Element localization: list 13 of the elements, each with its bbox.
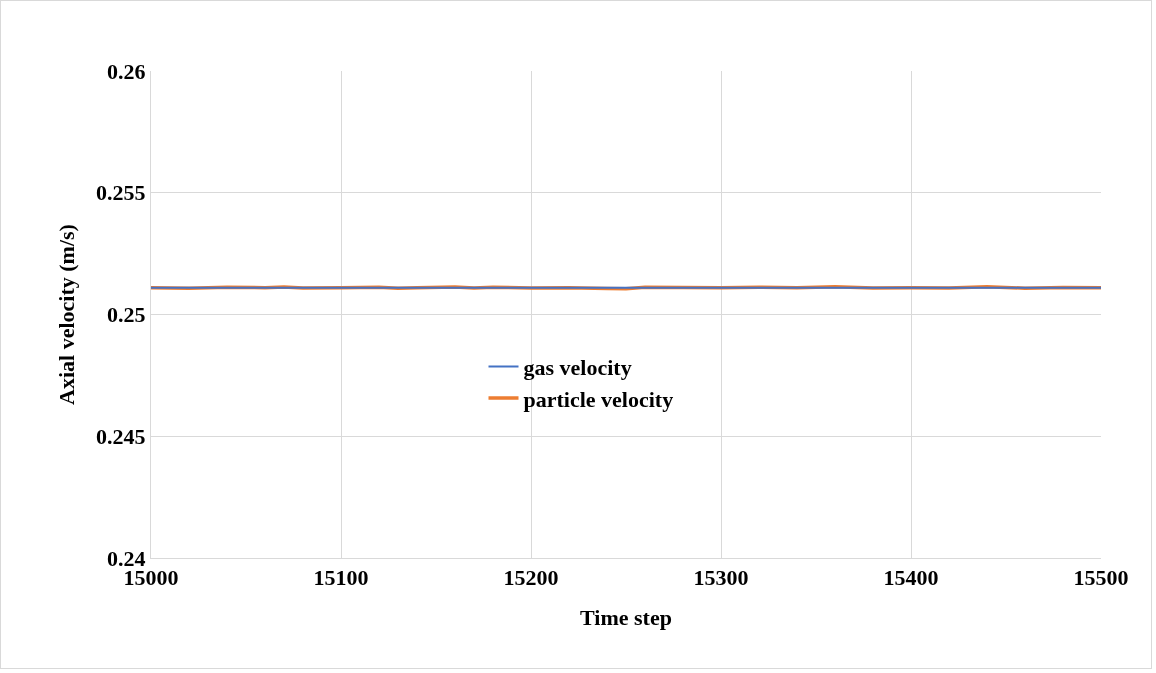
legend-label: gas velocity bbox=[523, 355, 632, 381]
x-tick-label: 15200 bbox=[503, 565, 559, 591]
y-tick-label: 0.26 bbox=[107, 58, 146, 84]
y-tick-label: 0.25 bbox=[107, 302, 146, 328]
x-axis-title: Time step bbox=[580, 605, 672, 631]
y-tick-label: 0.255 bbox=[96, 180, 146, 206]
x-tick-label: 15400 bbox=[883, 565, 939, 591]
y-tick-label: 0.245 bbox=[96, 423, 146, 449]
x-tick-label: 15300 bbox=[693, 565, 749, 591]
y-axis-title: Axial velocity (m/s) bbox=[53, 224, 79, 405]
x-tick-label: 15500 bbox=[1073, 565, 1129, 591]
legend-label: particle velocity bbox=[523, 386, 674, 412]
x-tick-label: 15100 bbox=[313, 565, 369, 591]
